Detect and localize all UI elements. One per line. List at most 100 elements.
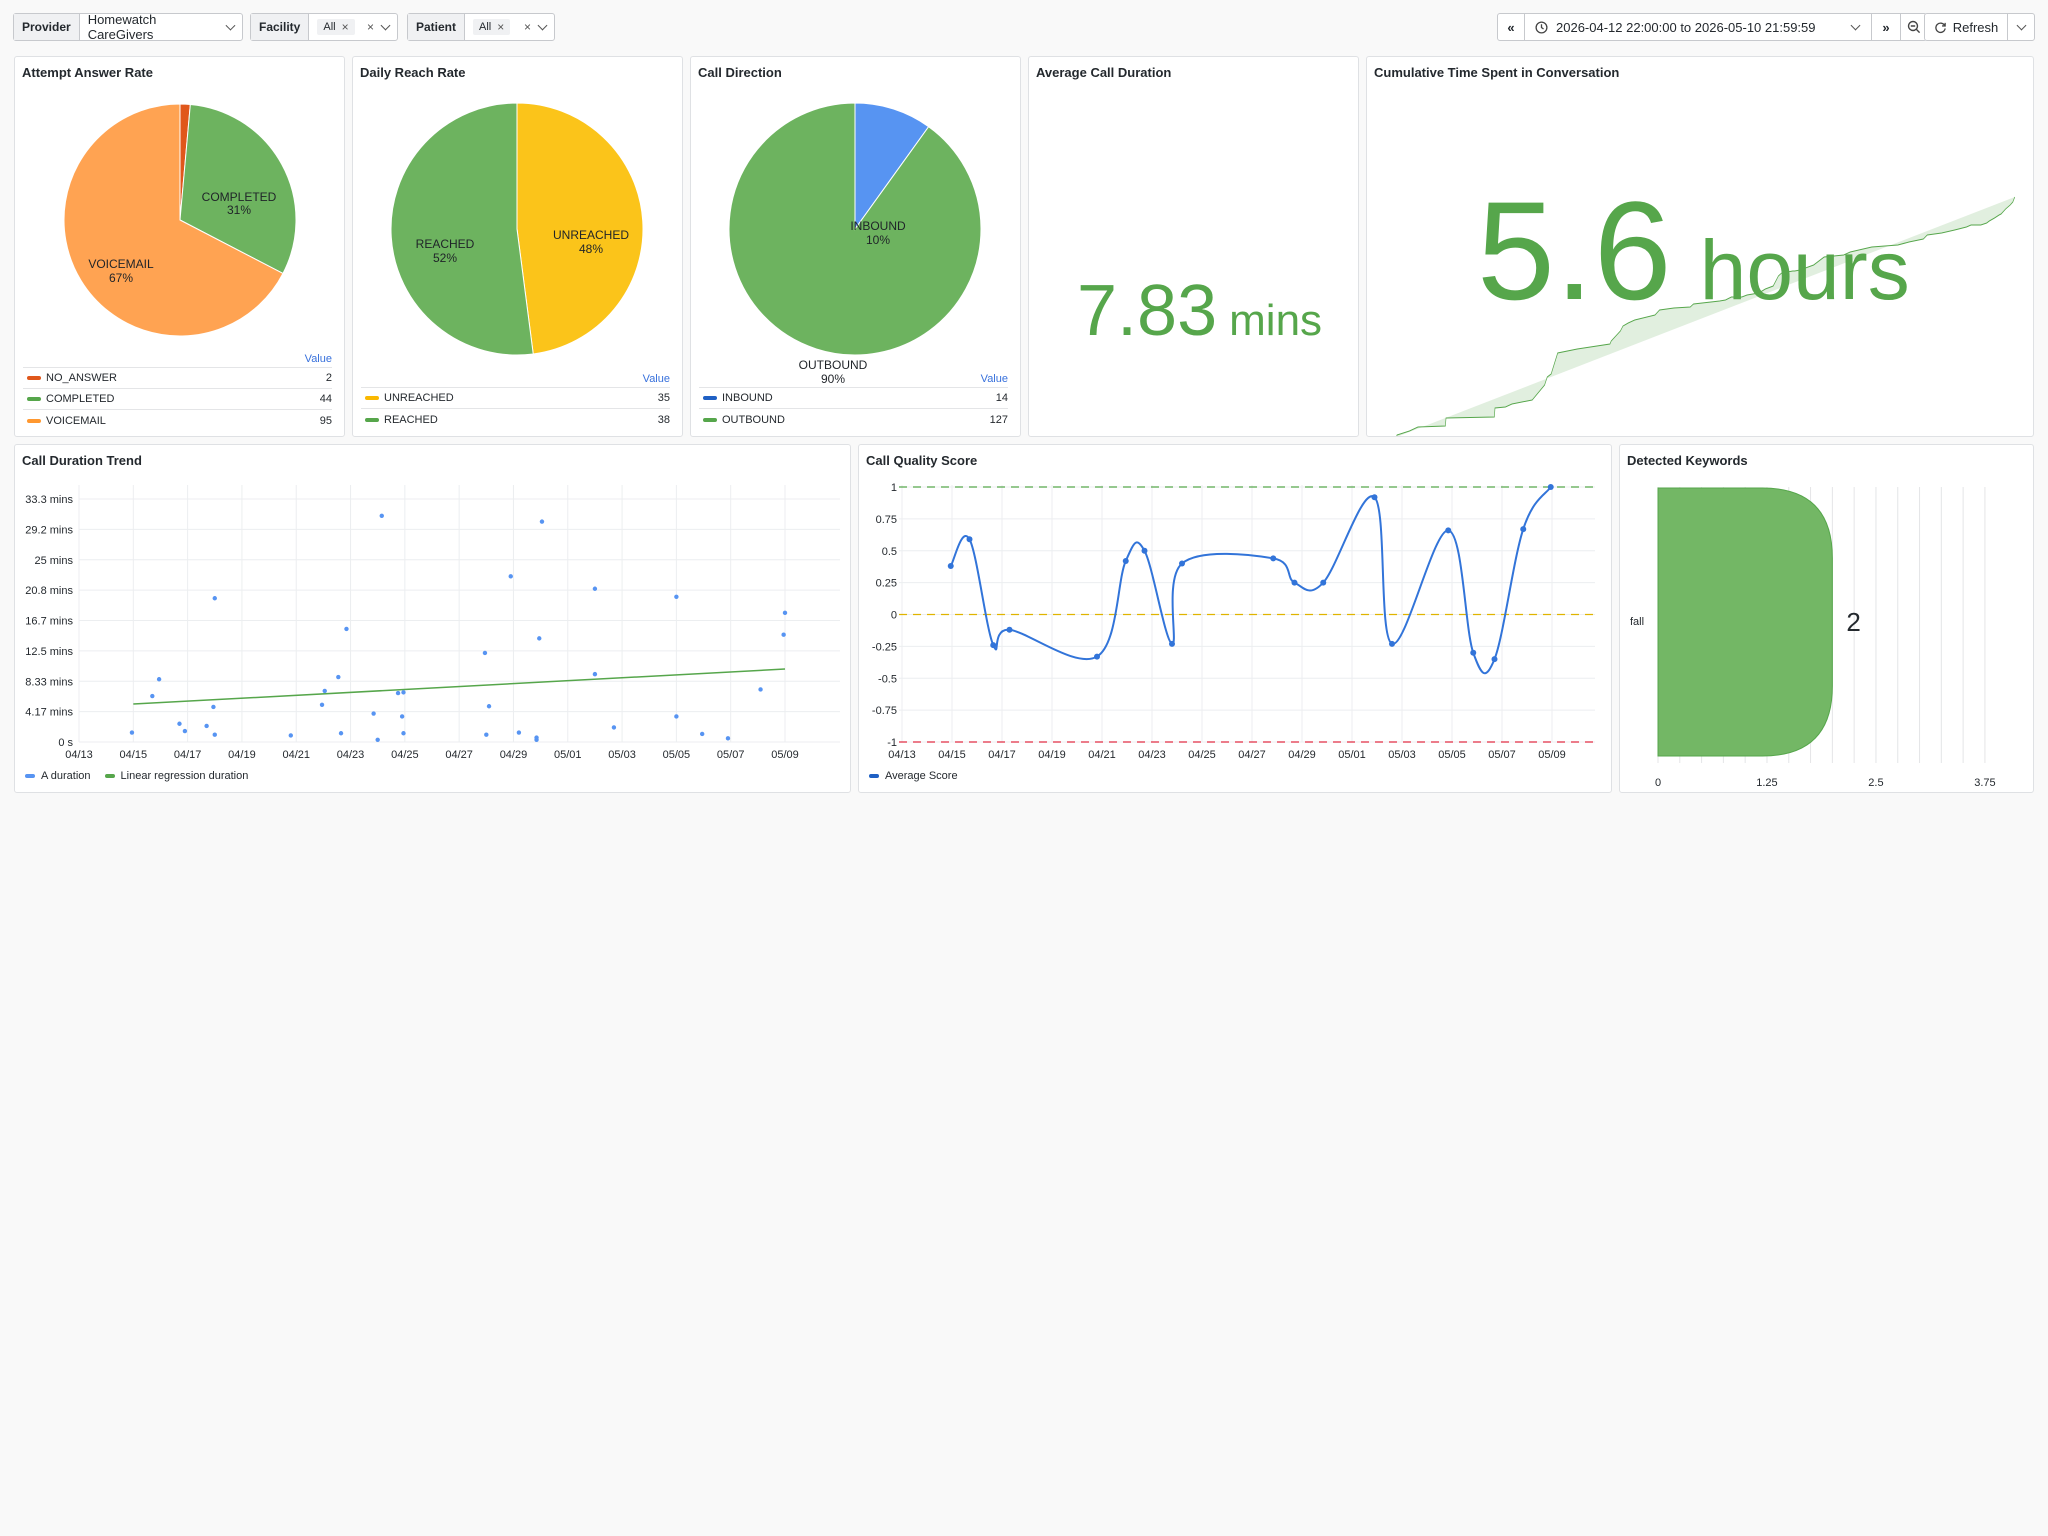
- data-point[interactable]: [781, 632, 786, 637]
- data-point[interactable]: [344, 626, 349, 632]
- keyword-bar[interactable]: [1657, 487, 1833, 757]
- data-point[interactable]: [1445, 527, 1452, 534]
- data-point[interactable]: [1470, 649, 1477, 656]
- patient-chip[interactable]: All ×: [473, 19, 511, 35]
- facility-chip[interactable]: All ×: [317, 19, 355, 35]
- provider-select[interactable]: Homewatch CareGivers: [80, 12, 242, 42]
- data-point[interactable]: [1179, 560, 1185, 567]
- data-point[interactable]: [539, 519, 545, 524]
- legend-header[interactable]: Value: [23, 350, 332, 368]
- clear-icon[interactable]: ×: [366, 20, 374, 34]
- data-point[interactable]: [482, 650, 488, 656]
- patient-variable[interactable]: Patient All × ×: [407, 13, 555, 41]
- data-point[interactable]: [319, 702, 325, 707]
- regression-line: [133, 668, 786, 705]
- pie-slice-reached[interactable]: [390, 102, 534, 356]
- legend-row[interactable]: COMPLETED 44: [23, 389, 332, 410]
- legend-item[interactable]: A duration: [25, 770, 91, 782]
- refresh-button[interactable]: Refresh: [1924, 13, 2008, 41]
- data-point[interactable]: [947, 563, 954, 570]
- data-point[interactable]: [592, 586, 598, 591]
- data-point[interactable]: [484, 732, 489, 737]
- legend-header[interactable]: Value: [699, 370, 1008, 388]
- data-point[interactable]: [725, 736, 731, 741]
- data-point[interactable]: [399, 714, 405, 719]
- data-point[interactable]: [1141, 547, 1148, 554]
- data-point[interactable]: [288, 733, 293, 738]
- data-point[interactable]: [486, 704, 492, 709]
- data-point[interactable]: [537, 636, 542, 641]
- data-point[interactable]: [375, 737, 380, 743]
- data-point[interactable]: [782, 610, 788, 616]
- data-point[interactable]: [1006, 626, 1013, 633]
- data-point[interactable]: [758, 687, 763, 692]
- data-point[interactable]: [699, 731, 705, 737]
- data-point[interactable]: [990, 642, 997, 649]
- data-point[interactable]: [322, 688, 327, 694]
- data-point[interactable]: [212, 596, 217, 601]
- data-point[interactable]: [129, 730, 135, 735]
- remove-chip-icon[interactable]: ×: [341, 20, 349, 34]
- data-point[interactable]: [508, 574, 513, 579]
- zoom-out-button[interactable]: [1900, 13, 1927, 41]
- refresh-interval-dropdown[interactable]: [2007, 13, 2035, 41]
- data-point[interactable]: [1122, 557, 1129, 564]
- legend-row[interactable]: UNREACHED 35: [361, 388, 670, 409]
- refresh-label: Refresh: [1952, 19, 1999, 35]
- pie-slice-unreached[interactable]: [516, 102, 644, 355]
- legend-row[interactable]: REACHED 38: [361, 409, 670, 430]
- data-point[interactable]: [1491, 656, 1498, 663]
- data-point[interactable]: [674, 714, 679, 719]
- legend-header[interactable]: Value: [361, 370, 670, 388]
- data-point[interactable]: [966, 536, 973, 543]
- data-point[interactable]: [182, 728, 188, 734]
- facility-variable[interactable]: Facility All × ×: [250, 13, 398, 41]
- data-point[interactable]: [395, 690, 401, 696]
- shift-back-button[interactable]: «: [1497, 13, 1525, 41]
- data-point[interactable]: [371, 711, 376, 716]
- data-point[interactable]: [336, 674, 341, 680]
- data-point[interactable]: [1094, 653, 1100, 660]
- data-point[interactable]: [516, 730, 522, 735]
- data-point[interactable]: [177, 721, 182, 726]
- data-point[interactable]: [534, 737, 539, 743]
- provider-variable[interactable]: Provider Homewatch CareGivers: [13, 12, 243, 42]
- data-point[interactable]: [204, 723, 209, 729]
- patient-select[interactable]: All × ×: [465, 14, 554, 40]
- time-range-picker[interactable]: 2026-04-12 22:00:00 to 2026-05-10 21:59:…: [1524, 13, 1872, 41]
- data-point[interactable]: [401, 731, 406, 736]
- legend-item[interactable]: Linear regression duration: [104, 770, 248, 782]
- pie-slice-completed[interactable]: [179, 103, 297, 275]
- data-point[interactable]: [338, 731, 344, 736]
- legend-row[interactable]: VOICEMAIL 95: [23, 410, 332, 431]
- data-point[interactable]: [1547, 484, 1554, 490]
- data-point[interactable]: [1389, 640, 1395, 647]
- legend-row[interactable]: NO_ANSWER 2: [23, 368, 332, 389]
- data-point[interactable]: [611, 725, 617, 730]
- pie-slice-inbound[interactable]: [854, 102, 930, 231]
- clear-icon[interactable]: ×: [523, 20, 531, 34]
- data-point[interactable]: [1371, 494, 1378, 501]
- shift-forward-button[interactable]: »: [1871, 13, 1901, 41]
- data-point[interactable]: [592, 671, 598, 677]
- data-point[interactable]: [1270, 555, 1277, 562]
- data-point[interactable]: [1320, 579, 1327, 586]
- data-point[interactable]: [150, 693, 155, 699]
- data-point[interactable]: [379, 513, 384, 518]
- data-point[interactable]: [1520, 526, 1527, 533]
- pie-slice-voicemail[interactable]: [63, 103, 284, 337]
- remove-chip-icon[interactable]: ×: [497, 20, 505, 34]
- legend-value: 14: [995, 392, 1008, 404]
- facility-select[interactable]: All × ×: [309, 14, 397, 40]
- legend-row[interactable]: INBOUND 14: [699, 388, 1008, 409]
- legend-item[interactable]: Average Score: [869, 770, 958, 782]
- data-point[interactable]: [212, 732, 217, 737]
- data-point[interactable]: [674, 594, 679, 599]
- data-point[interactable]: [401, 690, 406, 695]
- legend-row[interactable]: OUTBOUND 127: [699, 409, 1008, 430]
- data-point[interactable]: [1169, 640, 1175, 647]
- pie-slice-outbound[interactable]: [728, 102, 982, 356]
- data-point[interactable]: [1291, 579, 1298, 586]
- data-point[interactable]: [211, 704, 216, 710]
- data-point[interactable]: [156, 677, 162, 682]
